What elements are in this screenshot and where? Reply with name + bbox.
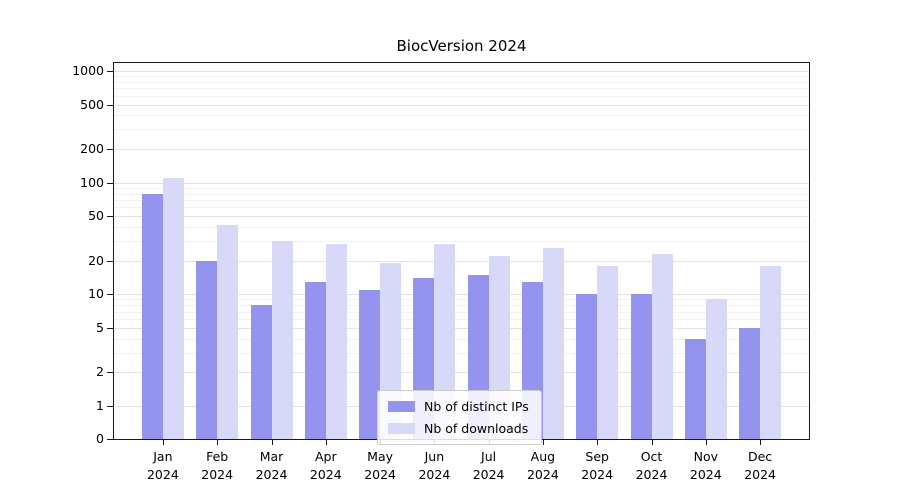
legend: Nb of distinct IPs Nb of downloads bbox=[377, 390, 542, 445]
x-tick-label: Jan 2024 bbox=[146, 449, 179, 482]
y-tick-label: 10 bbox=[88, 286, 104, 302]
bar-downloads-feb bbox=[217, 224, 239, 439]
y-tick-mark bbox=[107, 260, 113, 262]
x-tick-label: May 2024 bbox=[364, 449, 396, 482]
minor-gridline bbox=[114, 305, 809, 307]
minor-gridline bbox=[114, 115, 809, 117]
bar-downloads-dec bbox=[760, 265, 782, 439]
x-tick-mark bbox=[597, 440, 599, 445]
y-tick-label: 50 bbox=[88, 208, 104, 224]
bar-downloads-oct bbox=[651, 253, 673, 439]
major-gridline bbox=[114, 260, 809, 262]
bar-downloads-aug bbox=[542, 248, 564, 439]
bar-distinct-ips-dec bbox=[739, 327, 761, 439]
major-gridline bbox=[114, 372, 809, 374]
bar-downloads-sep bbox=[597, 265, 619, 439]
minor-gridline bbox=[114, 95, 809, 97]
minor-gridline bbox=[114, 81, 809, 83]
bar-downloads-nov bbox=[705, 299, 727, 439]
major-gridline bbox=[114, 294, 809, 296]
y-tick-label: 200 bbox=[80, 141, 104, 157]
y-tick-mark bbox=[107, 439, 113, 440]
legend-item: Nb of downloads bbox=[388, 421, 529, 436]
minor-gridline bbox=[114, 319, 809, 321]
x-tick-mark bbox=[705, 440, 707, 445]
downloads-swatch-icon bbox=[388, 423, 415, 434]
bar-distinct-ips-oct bbox=[630, 294, 652, 439]
minor-gridline bbox=[114, 76, 809, 78]
minor-gridline bbox=[114, 187, 809, 189]
legend-item: Nb of distinct IPs bbox=[388, 399, 529, 414]
bar-downloads-jan bbox=[162, 178, 184, 439]
y-tick-mark bbox=[107, 327, 113, 329]
minor-gridline bbox=[114, 88, 809, 90]
major-gridline bbox=[114, 71, 809, 72]
y-tick-label: 5 bbox=[96, 319, 104, 335]
minor-gridline bbox=[114, 200, 809, 201]
y-tick-mark bbox=[107, 182, 113, 184]
y-tick-label: 2 bbox=[96, 364, 104, 380]
bar-distinct-ips-jan bbox=[141, 193, 163, 439]
x-tick-label: Dec 2024 bbox=[744, 449, 776, 482]
y-tick-mark bbox=[107, 294, 113, 296]
x-tick-label: Nov 2024 bbox=[689, 449, 722, 482]
bar-distinct-ips-mar bbox=[250, 305, 272, 439]
x-tick-mark bbox=[271, 440, 273, 445]
minor-gridline bbox=[114, 338, 809, 340]
x-tick-label: Oct 2024 bbox=[635, 449, 668, 482]
x-tick-mark bbox=[651, 440, 653, 445]
y-tick-label: 20 bbox=[88, 252, 104, 268]
minor-gridline bbox=[114, 207, 809, 209]
y-tick-label: 0 bbox=[96, 431, 104, 446]
x-tick-mark bbox=[217, 440, 219, 445]
x-tick-label: Mar 2024 bbox=[255, 449, 288, 482]
major-gridline bbox=[114, 149, 809, 151]
y-tick-label: 1 bbox=[96, 398, 104, 413]
bar-distinct-ips-apr bbox=[304, 281, 326, 439]
x-tick-mark bbox=[325, 440, 327, 445]
x-tick-label: Feb 2024 bbox=[201, 449, 234, 482]
major-gridline bbox=[114, 216, 809, 218]
x-tick-label: Jul 2024 bbox=[472, 449, 505, 482]
legend-label: Nb of distinct IPs bbox=[424, 399, 529, 414]
x-tick-mark bbox=[162, 440, 164, 445]
chart-title: BiocVersion 2024 bbox=[396, 37, 527, 55]
bar-downloads-mar bbox=[271, 241, 293, 439]
bar-distinct-ips-nov bbox=[684, 338, 706, 439]
x-tick-mark bbox=[760, 440, 762, 445]
plot-area: Nb of distinct IPs Nb of downloads bbox=[113, 62, 810, 445]
y-tick-mark bbox=[107, 216, 113, 218]
y-tick-mark bbox=[107, 71, 113, 72]
minor-gridline bbox=[114, 129, 809, 131]
x-tick-label: Aug 2024 bbox=[526, 449, 559, 482]
y-tick-label: 100 bbox=[80, 174, 104, 190]
y-tick-mark bbox=[107, 104, 113, 106]
major-gridline bbox=[114, 327, 809, 329]
x-tick-label: Apr 2024 bbox=[309, 449, 342, 482]
x-tick-label: Jun 2024 bbox=[418, 449, 451, 482]
minor-gridline bbox=[114, 352, 809, 354]
bar-downloads-apr bbox=[325, 244, 347, 439]
minor-gridline bbox=[114, 193, 809, 195]
x-tick-label: Sep 2024 bbox=[581, 449, 614, 482]
bar-distinct-ips-feb bbox=[196, 260, 218, 439]
y-tick-mark bbox=[107, 149, 113, 151]
bar-distinct-ips-sep bbox=[576, 294, 598, 439]
minor-gridline bbox=[114, 227, 809, 229]
y-tick-mark bbox=[107, 372, 113, 374]
distinct-ips-swatch-icon bbox=[388, 401, 415, 412]
minor-gridline bbox=[114, 299, 809, 301]
major-gridline bbox=[114, 182, 809, 184]
y-tick-label: 500 bbox=[80, 96, 104, 112]
legend-label: Nb of downloads bbox=[424, 421, 529, 436]
minor-gridline bbox=[114, 241, 809, 243]
major-gridline bbox=[114, 104, 809, 106]
x-tick-mark bbox=[542, 440, 544, 445]
minor-gridline bbox=[114, 311, 809, 313]
bar-distinct-ips-may bbox=[359, 289, 381, 439]
y-tick-label: 1000 bbox=[72, 63, 104, 78]
y-tick-mark bbox=[107, 406, 113, 407]
